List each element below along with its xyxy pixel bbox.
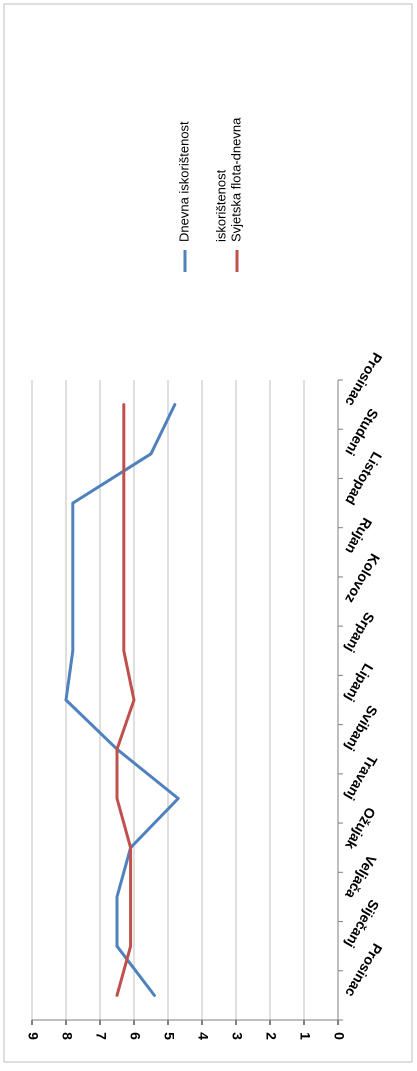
y-tick-label: 1 xyxy=(297,1032,313,1040)
legend-label: iskorištenost xyxy=(213,169,228,242)
legend-label: Svjetska flota-dnevna xyxy=(228,117,243,242)
y-tick-label: 3 xyxy=(229,1032,245,1040)
y-tick-label: 0 xyxy=(331,1032,347,1040)
y-tick-label: 9 xyxy=(25,1032,41,1040)
y-tick-label: 6 xyxy=(127,1032,143,1040)
y-tick-label: 7 xyxy=(93,1032,109,1040)
legend-label: Dnevna iskorištenost xyxy=(176,121,191,242)
series-line-2 xyxy=(115,403,136,997)
axis xyxy=(31,379,343,1025)
legend: Dnevna iskorištenost Svjetska flota-dnevn… xyxy=(176,117,243,272)
series-line-1 xyxy=(64,403,180,997)
y-tick-label: 8 xyxy=(59,1032,75,1040)
y-tick-label: 2 xyxy=(263,1032,279,1040)
series-lines xyxy=(64,403,180,997)
y-tick-labels: 0 1 2 3 4 5 6 7 8 9 xyxy=(25,1032,347,1040)
y-tick-label: 4 xyxy=(195,1032,211,1040)
y-tick-label: 5 xyxy=(161,1032,177,1040)
chart-border xyxy=(3,3,413,1063)
